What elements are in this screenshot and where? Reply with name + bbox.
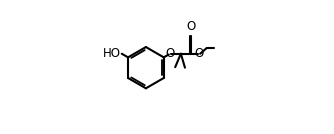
Text: O: O: [194, 47, 203, 60]
Text: HO: HO: [103, 47, 121, 60]
Text: O: O: [186, 20, 195, 33]
Text: O: O: [165, 47, 175, 60]
